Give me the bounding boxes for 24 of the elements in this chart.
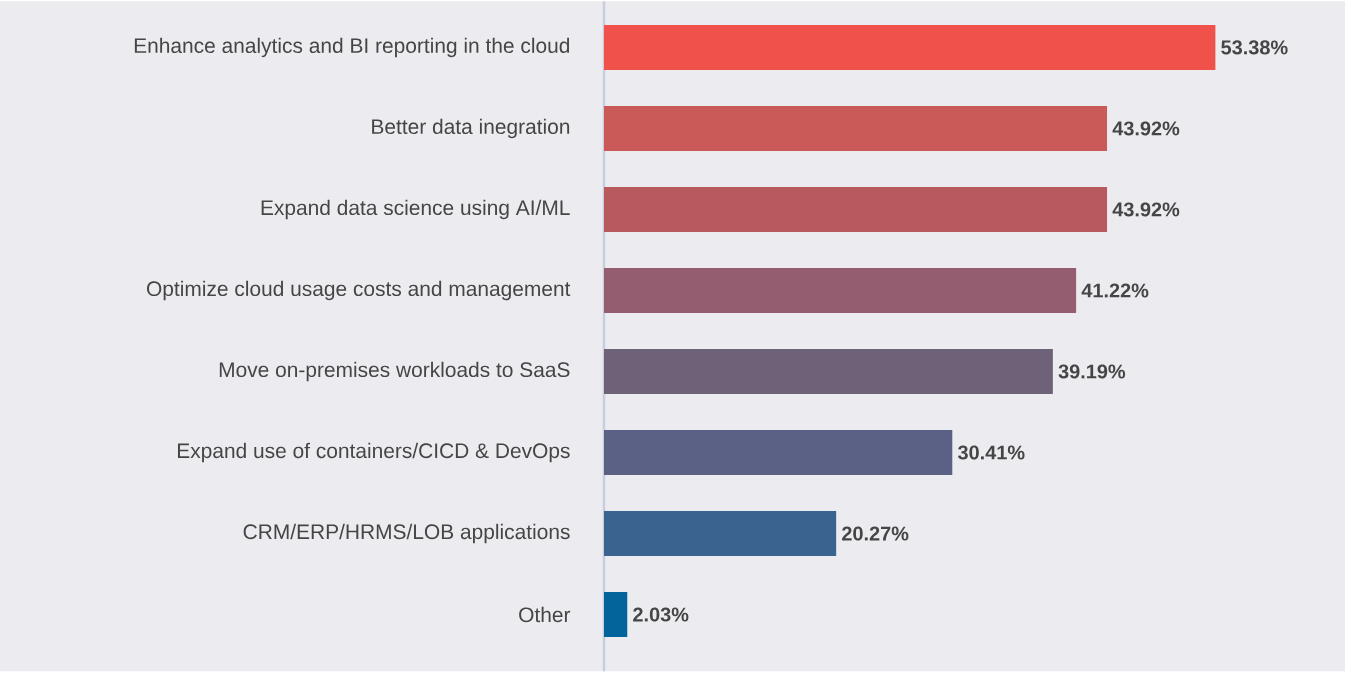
bar	[604, 430, 953, 476]
bar	[604, 268, 1077, 314]
data-label: 53.38%	[1221, 40, 1288, 55]
data-label: 43.92%	[1112, 202, 1180, 217]
y-tick-label: Move on-premises workloads to SaaS	[219, 362, 570, 382]
y-tick-label: Other	[519, 607, 571, 623]
data-label: 30.41%	[957, 445, 1025, 460]
data-label: 41.22%	[1081, 283, 1149, 298]
y-tick-label: Optimize cloud usage costs and management	[146, 280, 571, 301]
y-tick-label: Expand data science using AI/ML	[261, 199, 570, 220]
y-tick-label: Enhance analytics and BI reporting in the cloud	[134, 37, 570, 58]
bar	[604, 511, 837, 557]
y-tick-label: Better data inegration	[372, 118, 570, 139]
data-label: 20.27%	[842, 526, 909, 541]
bar	[604, 187, 1108, 233]
data-label: 2.03%	[633, 607, 689, 622]
y-tick-label: CRM/ERP/HRMS/LOB applications	[243, 524, 570, 544]
bar	[604, 592, 628, 638]
bar	[604, 106, 1108, 152]
bar	[604, 349, 1053, 395]
data-label: 43.92%	[1112, 121, 1180, 136]
data-label: 39.19%	[1058, 364, 1126, 379]
y-tick-label: Expand use of containers/CICD & DevOps	[177, 443, 570, 463]
bar	[604, 25, 1216, 71]
